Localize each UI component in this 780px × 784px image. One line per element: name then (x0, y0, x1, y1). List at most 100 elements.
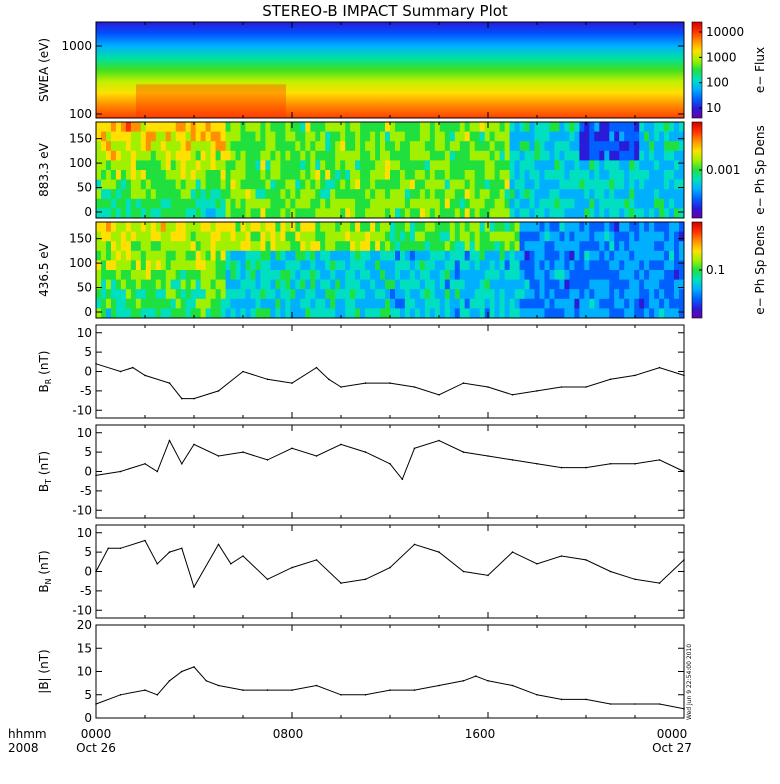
heatmap-cell (315, 231, 321, 242)
heatmap-cell (424, 208, 431, 218)
heatmap-cell (130, 270, 137, 281)
heatmap-cell (385, 208, 391, 218)
heatmap-cell (220, 231, 227, 242)
heatmap-cell (295, 160, 301, 171)
heatmap-cell (250, 260, 257, 271)
heatmap-cell (165, 160, 172, 171)
heatmap-cell (469, 231, 476, 242)
heatmap-cell (115, 270, 122, 281)
heatmap-cell (125, 160, 132, 171)
heatmap-cell (370, 260, 376, 271)
heatmap-cell (454, 250, 461, 261)
heatmap-cell (639, 170, 645, 181)
heatmap-cell (459, 170, 466, 181)
heatmap-cell (290, 198, 296, 209)
heatmap-cell (125, 122, 132, 133)
heatmap-cell (385, 198, 391, 209)
data-point (193, 397, 195, 400)
heatmap-cell (664, 298, 670, 309)
heatmap-cell (574, 270, 580, 281)
heatmap-cell (404, 270, 411, 281)
heatmap-cell (370, 279, 376, 290)
heatmap-cell (444, 298, 451, 309)
heatmap-cell (375, 198, 381, 209)
heatmap-cell (230, 131, 237, 142)
heatmap-cell (190, 298, 197, 309)
heatmap-cell (185, 150, 192, 161)
heatmap-cell (679, 170, 684, 181)
heatmap-cell (509, 189, 516, 200)
heatmap-cell (649, 308, 655, 318)
heatmap-cell (599, 222, 605, 233)
heatmap-cell (365, 179, 371, 190)
heatmap-cell (444, 260, 451, 271)
heatmap-cell (604, 308, 610, 318)
heatmap-cell (106, 198, 112, 209)
heatmap-cell (340, 208, 346, 218)
heatmap-cell (644, 270, 650, 281)
heatmap-cell (235, 270, 242, 281)
heatmap-cell (275, 179, 281, 190)
heatmap-cell (564, 241, 570, 252)
heatmap-cell (115, 179, 122, 190)
heatmap-cell (609, 289, 615, 300)
heatmap-cell (230, 308, 237, 318)
data-point (315, 684, 318, 687)
data-point (217, 684, 220, 687)
heatmap-cell (579, 250, 585, 261)
heatmap-cell (190, 141, 197, 152)
heatmap-cell (634, 141, 640, 152)
heatmap-cell (370, 131, 376, 142)
heatmap-cell (674, 122, 680, 133)
heatmap-cell (96, 222, 102, 233)
heatmap-cell (414, 279, 421, 290)
heatmap-cell (449, 198, 456, 209)
heatmap-cell (295, 298, 301, 309)
data-point (340, 386, 342, 388)
heatmap-cell (260, 179, 266, 190)
heatmap-cell (534, 141, 541, 152)
heatmap-cell (150, 308, 157, 318)
heatmap-cell (554, 170, 560, 181)
heatmap-cell (215, 260, 222, 271)
colorbar-tick-label: 10000 (706, 25, 744, 39)
heatmap-cell (270, 231, 276, 242)
heatmap-cell (499, 279, 506, 290)
heatmap-cell (150, 160, 157, 171)
heatmap-cell (255, 150, 262, 161)
heatmap-cell (644, 208, 650, 218)
heatmap-cell (519, 208, 526, 218)
heatmap-cell (559, 131, 565, 142)
heatmap-cell (360, 279, 366, 290)
heatmap-cell (300, 231, 306, 242)
heatmap-cell (654, 208, 660, 218)
heatmap-cell (370, 160, 376, 171)
heatmap-cell (569, 222, 575, 233)
heatmap-cell (489, 170, 496, 181)
heatmap-cell (484, 198, 491, 209)
heatmap-cell (549, 160, 556, 171)
heatmap-cell (549, 270, 556, 281)
heatmap-cell (449, 241, 456, 252)
heatmap-cell (504, 160, 511, 171)
heatmap-cell (270, 241, 276, 252)
heatmap-cell (140, 231, 147, 242)
data-point (364, 578, 367, 581)
heatmap-cell (509, 160, 516, 171)
heatmap-cell (459, 179, 466, 190)
heatmap-cell (350, 270, 356, 281)
heatmap-cell (390, 289, 396, 300)
heatmap-cell (464, 170, 471, 181)
heatmap-cell (639, 198, 645, 209)
data-point (242, 370, 244, 373)
heatmap-cell (409, 250, 416, 261)
heatmap-cell (145, 189, 152, 200)
heatmap-cell (135, 122, 142, 133)
heatmap-cell (150, 179, 157, 190)
data-point (585, 559, 587, 561)
heatmap-cell (474, 241, 481, 252)
heatmap-cell (325, 131, 331, 142)
heatmap-cell (190, 231, 197, 242)
